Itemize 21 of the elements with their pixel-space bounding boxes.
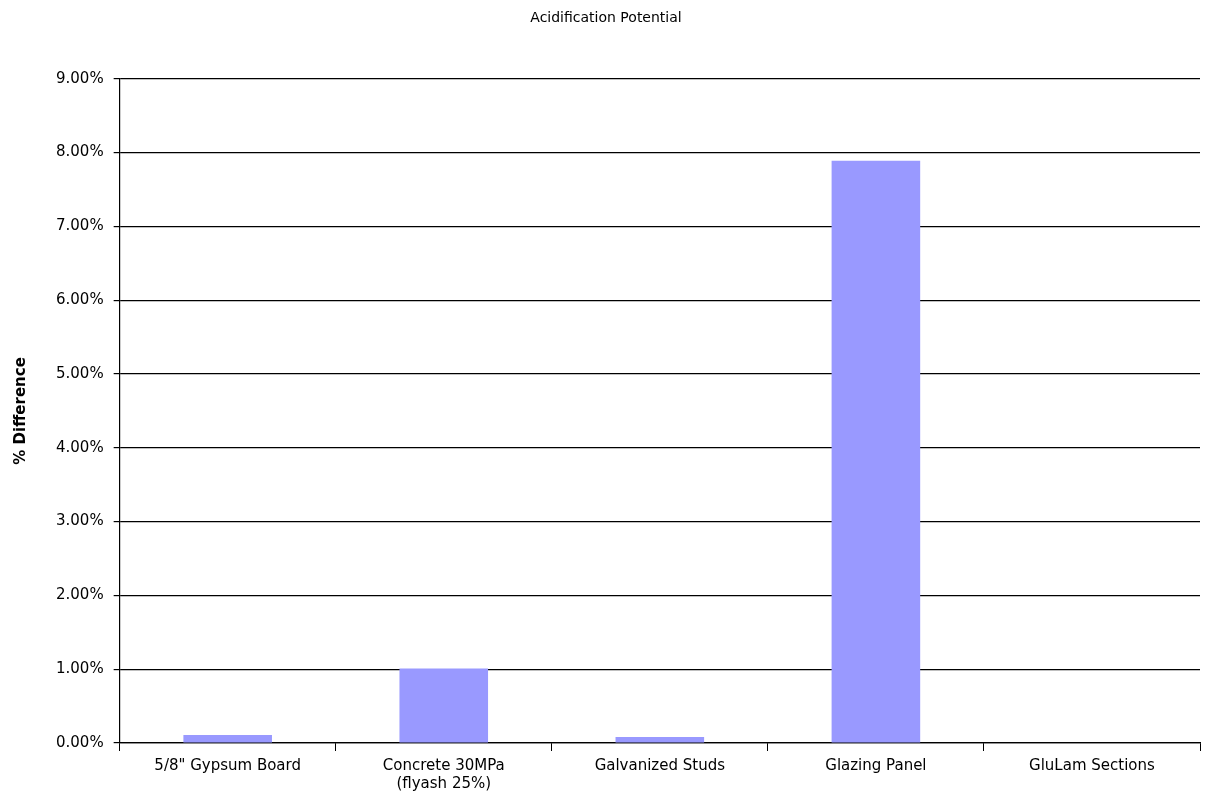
x-tick-label: Glazing Panel bbox=[825, 755, 927, 774]
y-tick-label: 2.00% bbox=[56, 585, 104, 604]
x-tick-label: 5/8" Gypsum Board bbox=[154, 755, 301, 774]
y-tick-label: 1.00% bbox=[56, 659, 104, 678]
x-tick-label: Galvanized Studs bbox=[594, 755, 726, 774]
chart-title: Acidification Potential bbox=[530, 9, 682, 26]
y-tick-label: 8.00% bbox=[56, 142, 104, 161]
y-tick-label: 7.00% bbox=[56, 216, 104, 235]
bar bbox=[615, 737, 705, 743]
y-tick-label: 4.00% bbox=[56, 437, 104, 456]
bar bbox=[831, 160, 921, 743]
bar bbox=[399, 668, 489, 743]
y-tick-label: 3.00% bbox=[56, 511, 104, 530]
x-tick-label: Concrete 30MPa (flyash 25%) bbox=[382, 755, 505, 792]
bar bbox=[183, 734, 272, 743]
y-tick-label: 5.00% bbox=[56, 363, 104, 382]
y-tick-label: 6.00% bbox=[56, 290, 104, 309]
x-tick-label: GluLam Sections bbox=[1029, 755, 1156, 774]
y-tick-label: 9.00% bbox=[56, 68, 104, 87]
y-axis-title: % Difference bbox=[10, 357, 29, 465]
y-tick-label: 0.00% bbox=[56, 732, 104, 751]
